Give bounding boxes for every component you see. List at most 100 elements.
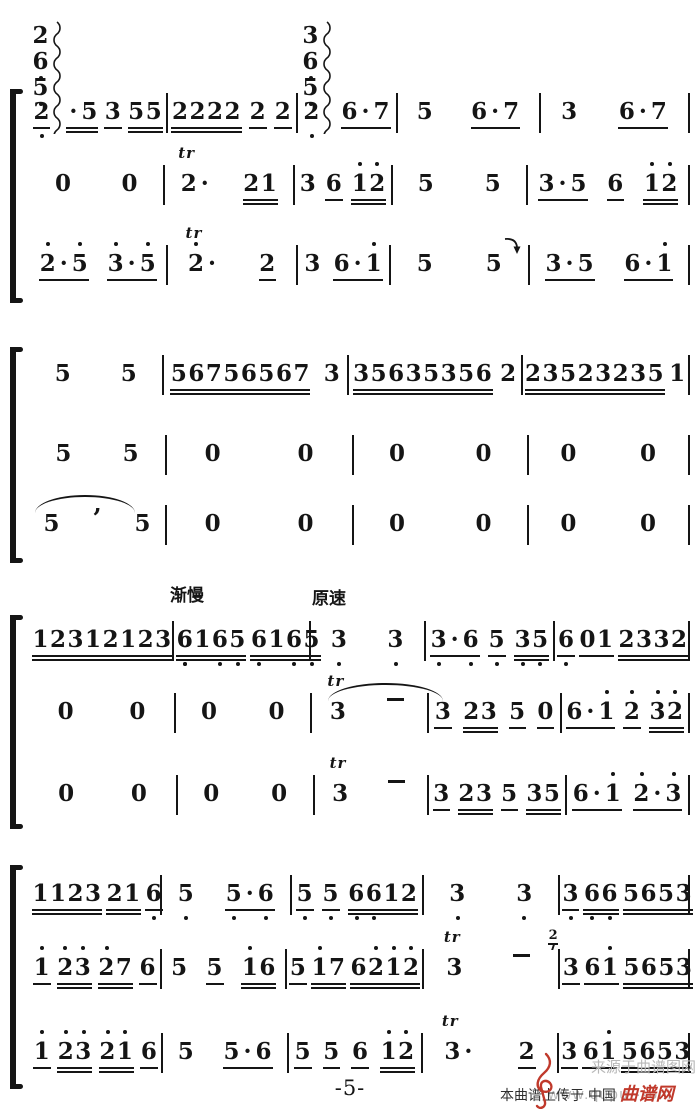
octave-dot-above [105,1030,110,1034]
note-group: 6 · 1 [565,690,616,729]
barline [165,93,168,133]
note-text: 5 [134,510,152,538]
note-digit: 5 [229,626,247,666]
note-group: 5 · 6 [225,880,275,920]
note-digit: 1 [601,946,619,982]
note-group: 5 [417,170,435,198]
octave-dot-below [436,662,441,666]
note-text: 6 · 7 [618,98,668,126]
beam-underline [582,1067,618,1069]
beam-underline [222,1067,273,1069]
barline [520,355,523,395]
note-digit: 3 [74,946,92,982]
note-digit: 3 [636,626,653,653]
note-text: 6 · 1 [566,690,616,726]
note-digit: 6 [257,880,275,920]
note-digit: 3 [85,880,102,907]
note-group: 5 [296,880,314,920]
note-text: 3 [434,698,452,726]
note-text: 3 [104,98,122,126]
note-group: 2 [623,690,641,729]
note-digit: 3 [649,690,667,726]
note-text: 3 [330,626,348,666]
note-digit: 3 [433,780,450,807]
system-brace [10,865,23,1089]
measure: 5 5 · 6 [163,1038,286,1069]
barline [164,505,167,545]
trill-mark: tr [441,1012,459,1030]
barline [286,1033,289,1073]
octave-dot-above [248,946,253,950]
note-group: 6 · 7 [618,98,668,129]
note-digit: 1 [194,626,211,653]
beam-underline [176,659,247,661]
note-digit: 3 [449,880,467,920]
note-digit: 6 [566,698,583,725]
barline [172,621,175,661]
note-group: 2 [518,1038,536,1069]
watermark-source: 来源于曲谱图网 [590,1059,696,1076]
note-digit: 3 [329,698,347,725]
note-digit: 3 [299,170,317,197]
note-group: 3 [387,626,405,666]
measure: tr 3 [312,672,443,726]
note-group: 5 [122,440,140,468]
note-digit: 2 [99,1030,117,1066]
note-digit: 5 [570,170,588,197]
barline [352,435,355,475]
note-digit: 3 [542,360,560,387]
note-digit: 2 [180,170,198,197]
note-text: 6 · 1 [333,242,383,278]
note-text: 0 [297,510,315,538]
barline [347,355,350,395]
note-digit: 1 [604,772,622,808]
note-group: 0 [58,780,76,808]
note-text: 6 · 1 [624,242,674,278]
barline [688,435,690,475]
note-text: 5 · 6 [225,880,275,920]
note-text: 0 [58,780,76,808]
beam-underline [32,913,103,915]
note-digit: 3 [562,954,580,981]
barline [423,621,426,661]
note-digit: 5 [501,780,518,807]
duration-dot: · [59,250,69,277]
barline [292,165,295,205]
barline [564,775,567,815]
barline [688,875,690,915]
grace-note: 2 [546,929,560,945]
note-group: 5 [508,698,527,729]
note-text: 0 [54,170,72,198]
note-digit: 2 [303,98,321,138]
note-digit: 6 [601,880,619,920]
note-digit: 5 [258,360,275,387]
duration-dot: · [491,98,500,125]
system-brace [10,615,23,829]
note-digit: 6 [583,880,601,920]
note-group: 3 [560,1038,579,1069]
note-digit: 5 [543,780,561,807]
note-digit: 0 [121,170,138,197]
beam-underline [241,987,277,989]
beam-underline [104,127,122,129]
note-digit: 6 [259,954,276,981]
